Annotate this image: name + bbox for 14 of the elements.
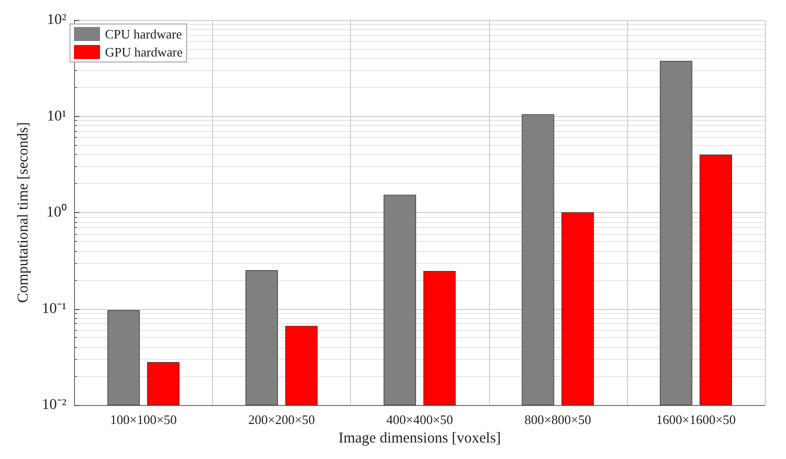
y-tick-label: 10⁰ [46,204,66,220]
y-tick-label: 10⁻² [42,397,67,413]
y-tick-label: 10⁻¹ [42,300,66,317]
x-tick-label: 1600×1600×50 [656,412,736,427]
y-axis-title: Computational time [seconds] [16,122,32,303]
x-tick-label: 800×800×50 [524,412,592,427]
x-tick-label: 400×400×50 [386,412,454,427]
y-tick-label: 10² [46,12,67,28]
x-tick-label: 200×200×50 [248,412,315,427]
y-tick-label: 10¹ [46,108,66,124]
legend-label: CPU hardware [105,26,182,42]
x-axis-title: Image dimensions [voxels] [338,430,501,446]
x-tick-label: 100×100×50 [110,412,177,427]
legend-label: GPU hardware [105,44,183,60]
